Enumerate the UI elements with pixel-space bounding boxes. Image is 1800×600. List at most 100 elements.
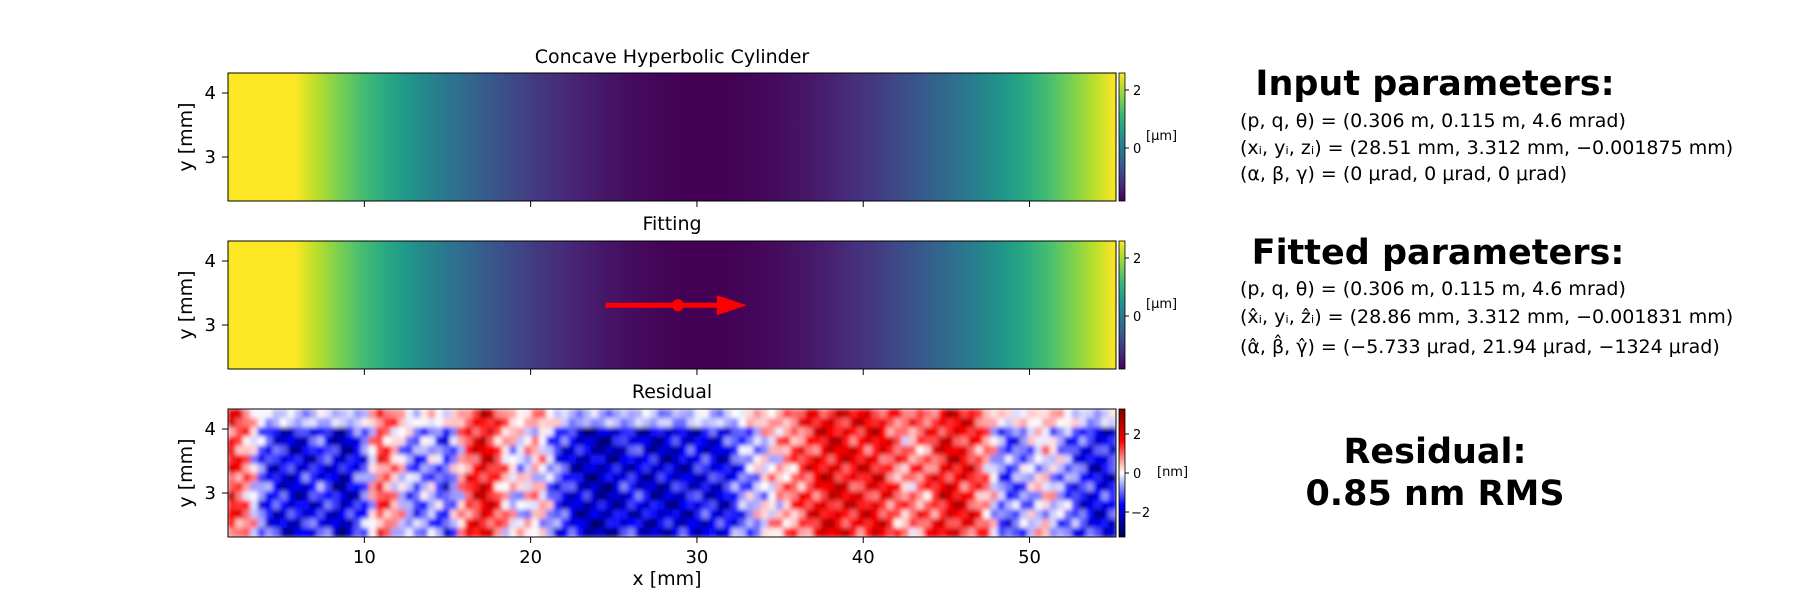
residual-cell (1049, 509, 1058, 520)
residual-cell (723, 509, 732, 520)
residual-cell (686, 463, 695, 474)
residual-cell (583, 527, 592, 537)
residual-cell (501, 473, 510, 483)
residual-cell (871, 436, 880, 447)
residual-cell (990, 518, 999, 529)
residual-cell (398, 518, 407, 529)
residual-cell (316, 409, 325, 419)
residual-cell (945, 418, 954, 428)
residual-cell (383, 500, 392, 511)
residual-cell (960, 500, 969, 511)
residual-cell (1034, 463, 1043, 474)
residual-cell (250, 509, 259, 520)
fitted-params-line-3: (α̂, β̂, γ̂) = (−5.733 μrad, 21.94 μrad,… (1240, 336, 1720, 358)
residual-cell (753, 436, 762, 447)
residual-cell (968, 436, 976, 447)
residual-cell (250, 500, 259, 511)
residual-cell (820, 436, 828, 447)
residual-cell (960, 463, 969, 474)
residual-cell (768, 427, 777, 438)
residual-cell (413, 436, 421, 447)
residual-cell (975, 454, 984, 465)
residual-cell (635, 463, 643, 474)
residual-cell (405, 418, 414, 428)
residual-cell (390, 509, 399, 520)
residual-cell (1012, 436, 1021, 447)
residual-cell (627, 500, 636, 511)
residual-cell (250, 445, 259, 456)
residual-cell (383, 518, 392, 529)
residual-cell (982, 491, 991, 502)
residual-cell (775, 500, 784, 511)
residual-cell (1049, 409, 1058, 419)
residual-cell (679, 500, 688, 511)
residual-cell (516, 463, 525, 474)
residual-cell (427, 436, 436, 447)
residual-cell (620, 509, 629, 520)
residual-cell (879, 409, 888, 419)
residual-cell (413, 491, 421, 502)
residual-cell (546, 473, 555, 483)
residual-cell (849, 509, 858, 520)
residual-cell (834, 491, 843, 502)
residual-cell (975, 491, 984, 502)
residual-cell (982, 409, 991, 419)
residual-cell (842, 418, 851, 428)
residual-cell (228, 427, 236, 438)
residual-cell (376, 518, 384, 529)
residual-cell (257, 518, 266, 529)
residual-cell (361, 473, 370, 483)
residual-cell (265, 482, 273, 492)
residual-cell (339, 527, 347, 537)
residual-cell (605, 473, 614, 483)
residual-cell (309, 418, 318, 428)
residual-cell (731, 454, 740, 465)
residual-cell (405, 454, 414, 465)
residual-cell (1093, 482, 1102, 492)
residual-cell (516, 473, 525, 483)
residual-cell (857, 518, 865, 529)
residual-cell (590, 436, 599, 447)
residual-cell (938, 509, 947, 520)
residual-yticks: 3 4 (205, 419, 228, 504)
residual-cell (1019, 454, 1028, 465)
residual-cell (279, 463, 288, 474)
residual-cell (427, 473, 436, 483)
residual-cell (450, 482, 458, 492)
residual-cell (472, 482, 481, 492)
residual-cell (509, 500, 518, 511)
residual-cell (805, 509, 814, 520)
residual-cell (590, 473, 599, 483)
residual-cell (427, 463, 436, 474)
residual-cell (331, 491, 340, 502)
residual-cell (331, 527, 340, 537)
residual-cell (931, 500, 939, 511)
residual-cell (368, 436, 377, 447)
residual-cell (398, 473, 407, 483)
residual-cell (405, 463, 414, 474)
residual-cell (968, 409, 976, 419)
residual-cell (368, 500, 377, 511)
residual-cell (516, 409, 525, 419)
residual-cell (849, 436, 858, 447)
residual-cell (746, 436, 754, 447)
residual-cell (1049, 527, 1058, 537)
residual-cell (901, 500, 910, 511)
residual-cell (405, 518, 414, 529)
residual-cell (701, 482, 710, 492)
residual-cell (479, 509, 488, 520)
residual-cell (538, 463, 547, 474)
residual-cell (568, 500, 577, 511)
residual-cell (583, 445, 592, 456)
residual-cell (783, 427, 791, 438)
residual-cell (923, 509, 932, 520)
residual-cell (272, 491, 281, 502)
residual-cell (975, 445, 984, 456)
residual-cell (361, 436, 370, 447)
residual-cell (376, 527, 384, 537)
residual-cell (635, 445, 643, 456)
residual-cell (309, 500, 318, 511)
residual-cell (494, 454, 503, 465)
residual-cell (894, 491, 902, 502)
residual-cell (842, 445, 851, 456)
